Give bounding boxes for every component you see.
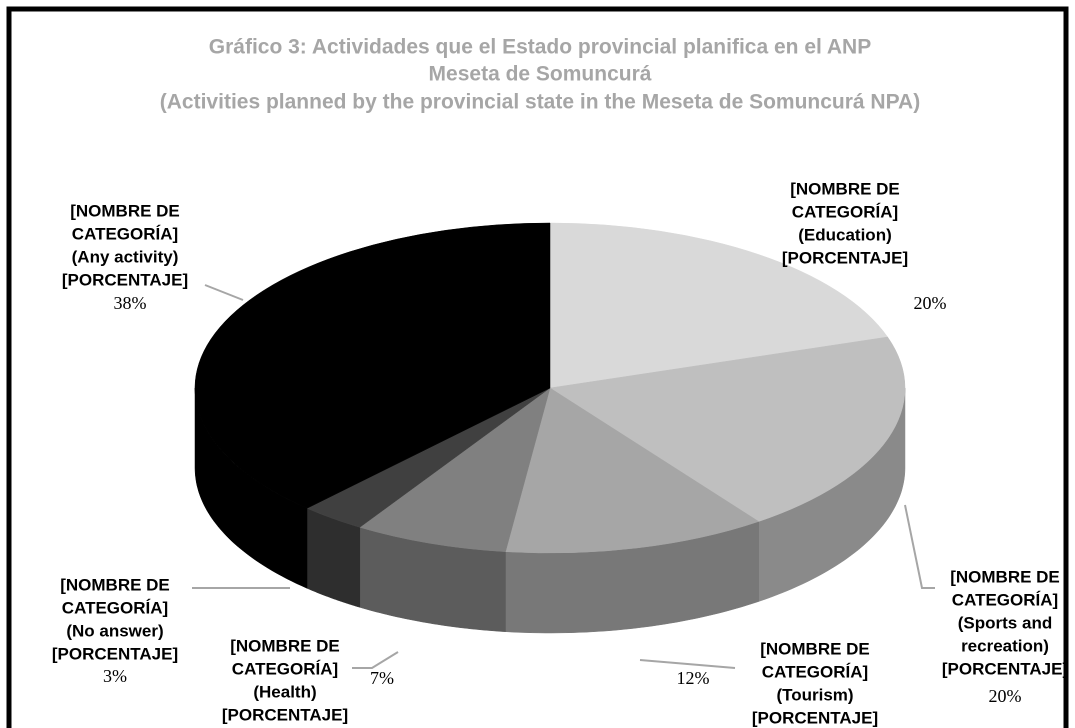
category-label: [PORCENTAJE]	[752, 708, 878, 727]
chart-subtitle: (Activities planned by the provincial st…	[160, 91, 920, 114]
category-label: CATEGORÍA]	[952, 590, 1058, 609]
leader-line	[639, 659, 736, 669]
slice	[549, 222, 889, 389]
slice	[359, 387, 551, 552]
category-label: (Any activity)	[72, 247, 179, 266]
category-label: (No answer)	[66, 621, 163, 640]
category-label: [NOMBRE DE	[230, 636, 340, 655]
value-label: 7%	[370, 668, 394, 688]
value-label: 20%	[989, 686, 1022, 706]
category-label: CATEGORÍA]	[792, 202, 898, 221]
category-label: [NOMBRE DE	[60, 575, 170, 594]
category-label: [NOMBRE DE	[790, 179, 900, 198]
category-label: (Health)	[253, 682, 316, 701]
leader-line	[352, 651, 399, 669]
category-label: (Education)	[798, 225, 892, 244]
category-label: CATEGORÍA]	[62, 598, 168, 617]
value-label: 38%	[114, 293, 147, 313]
value-label: 3%	[103, 666, 127, 686]
slice	[549, 336, 906, 522]
category-label: [PORCENTAJE]	[222, 705, 348, 724]
leader-line	[204, 284, 244, 301]
category-label: [PORCENTAJE]	[782, 248, 908, 267]
category-label: [PORCENTAJE]	[942, 659, 1068, 678]
category-label: [PORCENTAJE]	[52, 644, 178, 663]
category-label: [PORCENTAJE]	[62, 270, 188, 289]
chart-title: Meseta de Somuncurá	[429, 63, 652, 86]
category-label: CATEGORÍA]	[232, 659, 338, 678]
value-label: 12%	[677, 668, 710, 688]
category-label: [NOMBRE DE	[760, 639, 870, 658]
leader-line	[904, 504, 935, 589]
category-label: [NOMBRE DE	[70, 201, 180, 220]
category-label: recreation)	[961, 636, 1049, 655]
category-label: CATEGORÍA]	[72, 224, 178, 243]
value-label: 20%	[914, 293, 947, 313]
chart-title: Gráfico 3: Actividades que el Estado pro…	[209, 36, 871, 59]
slice	[505, 387, 760, 554]
category-label: CATEGORÍA]	[762, 662, 868, 681]
category-label: (Sports and	[958, 613, 1052, 632]
slice	[194, 222, 551, 509]
category-label: [NOMBRE DE	[950, 567, 1060, 586]
category-label: (Tourism)	[776, 685, 853, 704]
